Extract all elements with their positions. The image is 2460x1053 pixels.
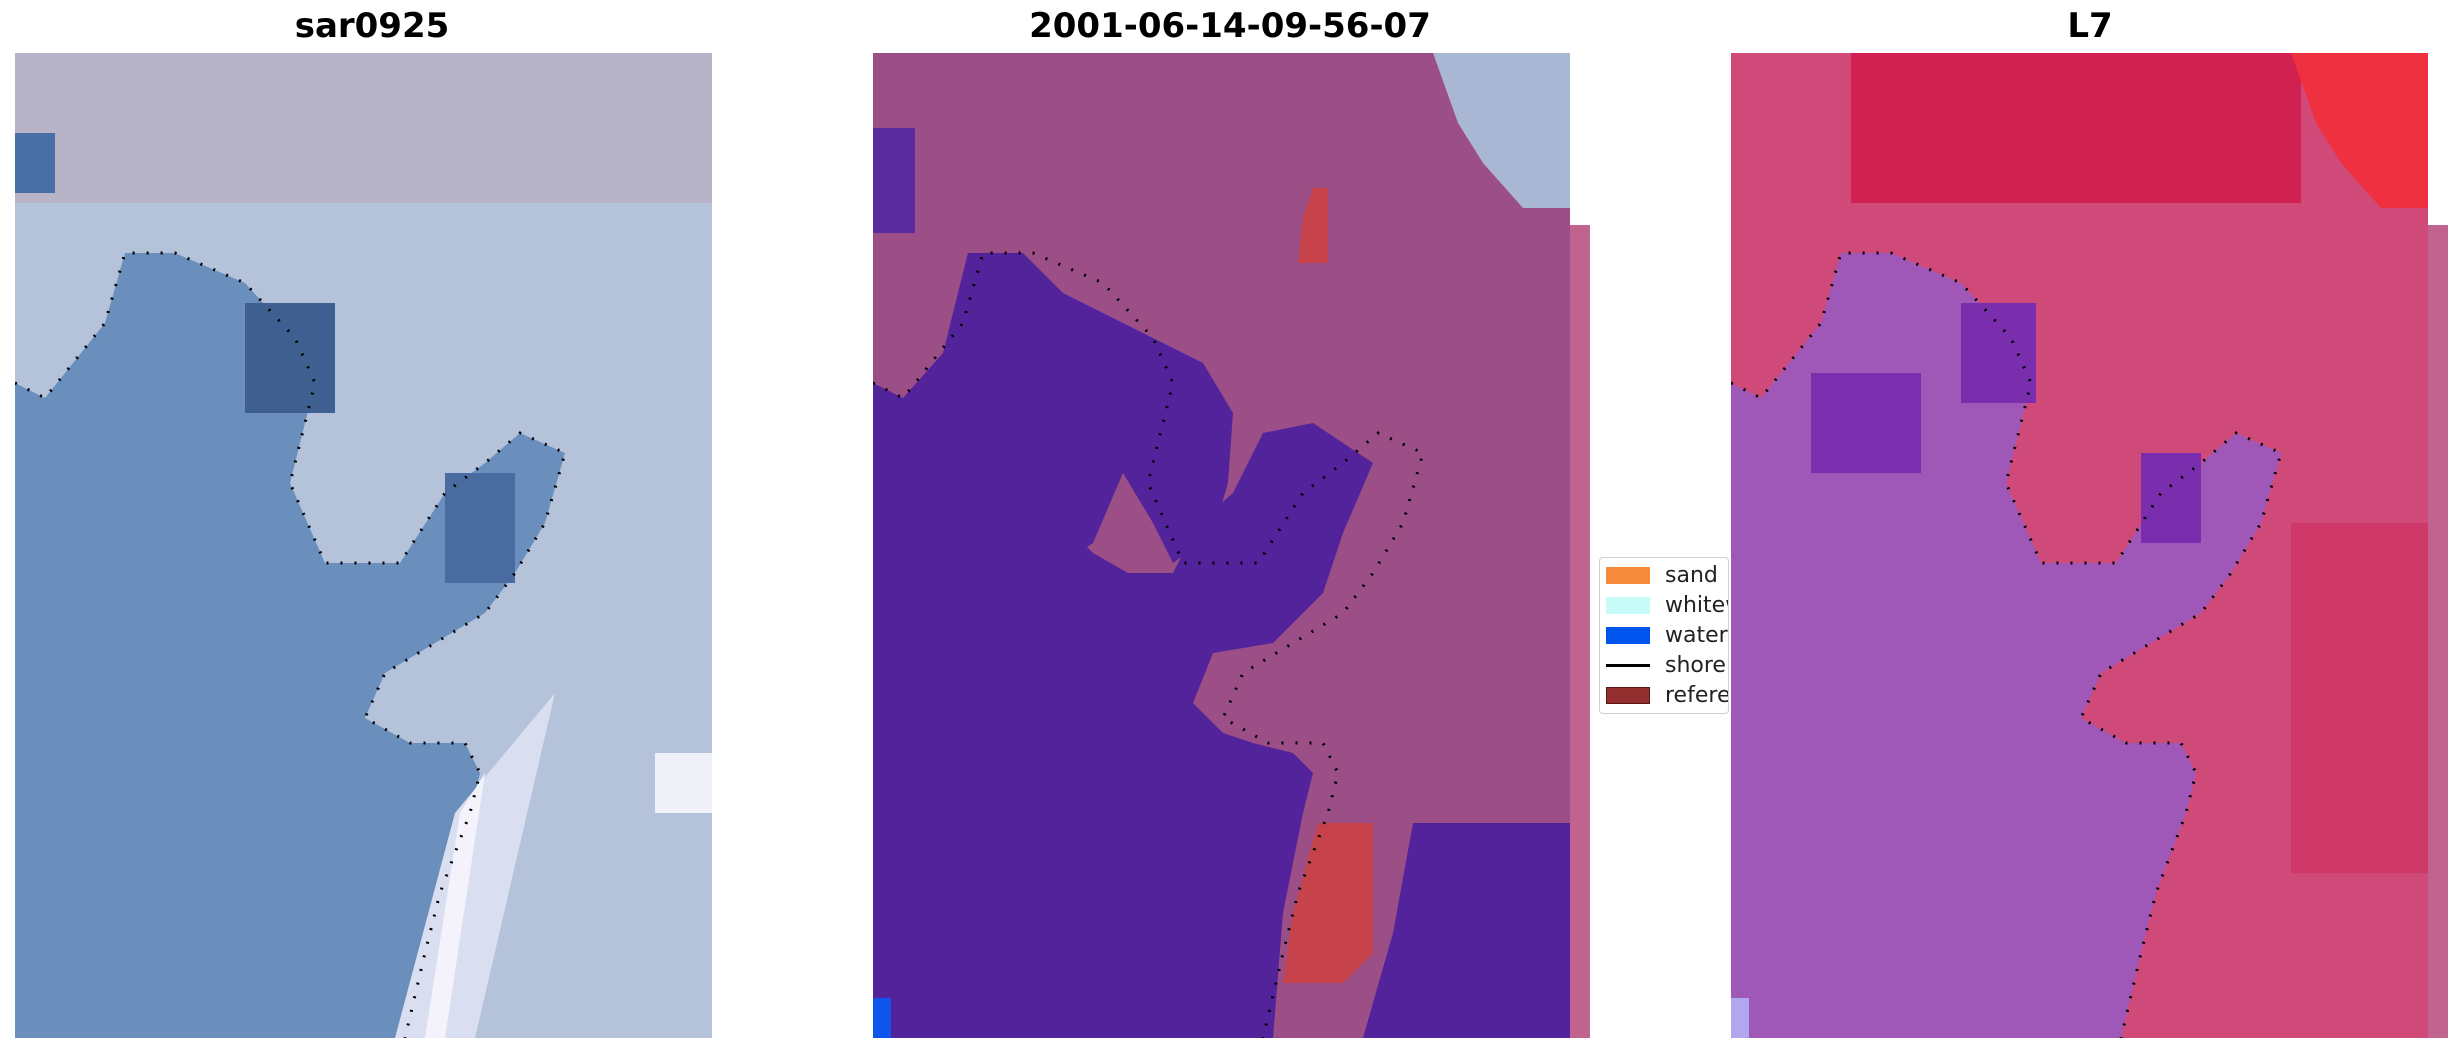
legend-label: water [1665, 622, 1728, 648]
legend-label: reference shoreline [1665, 682, 1729, 708]
legend-item-reference-shoreline: reference shoreline [1606, 680, 1729, 710]
sand-swatch [1606, 566, 1650, 584]
whitewater-swatch [1606, 596, 1650, 614]
legend-label: sand [1665, 562, 1718, 588]
legend-item-water: water [1606, 620, 1728, 650]
l7-image-panel [1731, 53, 2448, 1038]
shoreline-line-swatch [1606, 663, 1650, 667]
legend-label: shoreline [1665, 652, 1728, 678]
panel-title-date: 2001-06-14-09-56-07 [1029, 6, 1431, 46]
classified-image-panel [873, 53, 1590, 1038]
legend-item-sand: sand [1606, 560, 1718, 590]
rgb-image-panel [15, 53, 712, 1038]
panel-title-l7: L7 [2067, 6, 2113, 46]
water-swatch [1606, 626, 1650, 644]
panel-title-sar: sar0925 [294, 6, 450, 46]
reference-shoreline-swatch [1606, 686, 1650, 704]
legend-item-shoreline: shoreline [1606, 650, 1728, 680]
